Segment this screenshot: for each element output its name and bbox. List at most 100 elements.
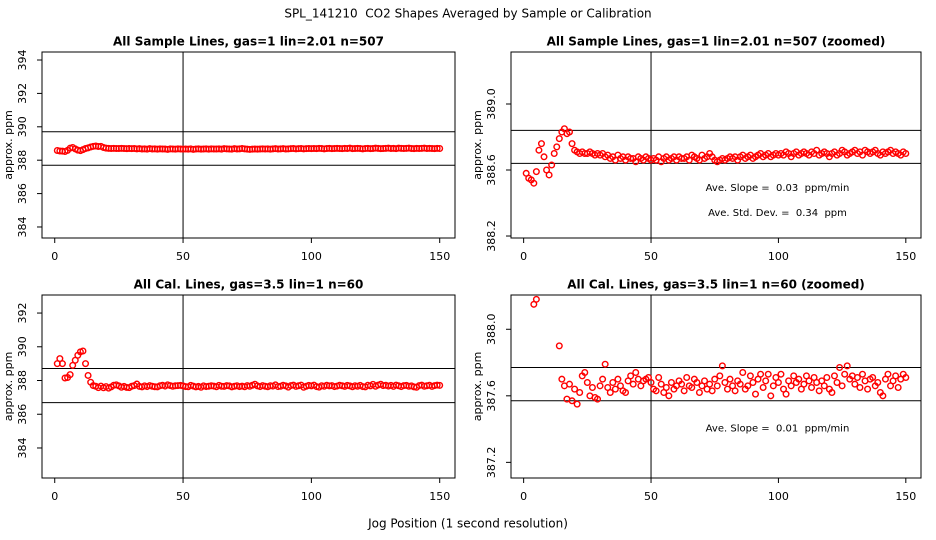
point xyxy=(544,77,550,83)
point xyxy=(433,144,441,152)
point xyxy=(836,364,844,372)
panel-title: All Sample Lines, gas=1 lin=2.01 n=507 (… xyxy=(547,35,886,49)
point xyxy=(614,375,622,383)
point xyxy=(581,369,589,377)
x-tick-label: 0 xyxy=(520,490,527,503)
point xyxy=(693,379,701,387)
x-axis-title: Jog Position (1 second resolution) xyxy=(367,517,568,531)
point xyxy=(540,153,548,161)
point xyxy=(726,375,734,383)
x-tick-label: 100 xyxy=(768,490,789,503)
x-tick-label: 50 xyxy=(644,250,658,263)
point xyxy=(751,390,759,398)
point xyxy=(744,382,752,390)
point xyxy=(433,381,441,389)
point xyxy=(869,374,877,382)
x-tick-label: 0 xyxy=(51,250,58,263)
point xyxy=(736,380,744,388)
point xyxy=(611,385,619,393)
point xyxy=(541,127,547,133)
point xyxy=(782,390,790,398)
point xyxy=(757,370,765,378)
annotation: Ave. Slope = 0.01 ppm/min xyxy=(706,424,850,435)
y-axis-title: approx. ppm xyxy=(471,352,484,422)
y-axis-title: approx. ppm xyxy=(471,110,484,180)
point xyxy=(902,374,910,382)
point xyxy=(622,388,630,396)
point xyxy=(746,372,754,380)
point xyxy=(571,385,579,393)
point xyxy=(708,387,716,395)
point xyxy=(706,380,714,388)
point xyxy=(632,369,640,377)
y-tick-label: 384 xyxy=(16,216,29,237)
point xyxy=(830,372,838,380)
panel: All Cal. Lines, gas=3.5 lin=1 n=60 (zoom… xyxy=(471,77,922,503)
point xyxy=(711,375,719,383)
point xyxy=(555,135,563,143)
x-tick-label: 150 xyxy=(895,250,916,263)
points xyxy=(526,77,910,408)
point xyxy=(553,143,561,151)
figure-title: SPL_141210 CO2 Shapes Averaged by Sample… xyxy=(284,7,651,21)
point xyxy=(58,360,66,368)
point xyxy=(843,362,851,370)
y-tick-label: 386 xyxy=(16,183,29,204)
point xyxy=(629,380,637,388)
y-tick-label: 390 xyxy=(16,116,29,137)
y-tick-label: 389.0 xyxy=(485,88,498,120)
plot-frame xyxy=(41,294,456,479)
point xyxy=(851,380,859,388)
panel: All Sample Lines, gas=1 lin=2.01 n=507 ap… xyxy=(2,35,456,263)
point xyxy=(588,383,596,391)
point xyxy=(731,387,739,395)
plot-frame xyxy=(510,51,922,239)
x-tick-label: 50 xyxy=(176,250,190,263)
point xyxy=(79,347,87,355)
x-tick-label: 50 xyxy=(176,490,190,503)
plot-frame xyxy=(510,294,922,479)
panel: All Cal. Lines, gas=3.5 lin=1 n=60 approx… xyxy=(2,278,456,503)
point xyxy=(678,380,686,388)
panel-title: All Sample Lines, gas=1 lin=2.01 n=507 xyxy=(113,35,384,49)
point xyxy=(808,383,816,391)
point xyxy=(874,379,882,387)
point xyxy=(535,146,543,154)
panel-title: All Cal. Lines, gas=3.5 lin=1 n=60 xyxy=(134,278,364,292)
point xyxy=(532,295,540,303)
y-tick-label: 390 xyxy=(16,336,29,357)
point xyxy=(769,382,777,390)
point xyxy=(609,379,617,387)
point xyxy=(530,179,538,187)
y-tick-label: 388 xyxy=(16,370,29,391)
panel-title: All Cal. Lines, gas=3.5 lin=1 n=60 (zoom… xyxy=(567,278,865,292)
y-tick-label: 388.6 xyxy=(485,154,498,186)
point xyxy=(655,374,663,382)
point xyxy=(583,379,591,387)
point xyxy=(526,110,532,116)
point xyxy=(548,161,556,169)
point xyxy=(787,382,795,390)
point xyxy=(739,369,747,377)
point xyxy=(550,149,558,157)
x-tick-label: 100 xyxy=(301,250,322,263)
x-tick-label: 0 xyxy=(520,250,527,263)
y-tick-label: 388 xyxy=(16,150,29,171)
point xyxy=(627,154,635,162)
point xyxy=(721,379,729,387)
point xyxy=(884,370,892,378)
annotation: Ave. Slope = 0.03 ppm/min xyxy=(706,183,850,194)
panel: All Sample Lines, gas=1 lin=2.01 n=507 (… xyxy=(471,35,922,263)
point xyxy=(764,370,772,378)
x-tick-label: 50 xyxy=(644,490,658,503)
x-tick-label: 150 xyxy=(895,490,916,503)
point xyxy=(647,379,655,387)
point xyxy=(820,382,828,390)
point xyxy=(599,375,607,383)
point xyxy=(800,380,808,388)
point xyxy=(892,372,900,380)
y-tick-label: 387.2 xyxy=(485,447,498,479)
point xyxy=(762,377,770,385)
x-tick-label: 150 xyxy=(429,250,450,263)
y-axis-title: approx. ppm xyxy=(2,110,15,180)
